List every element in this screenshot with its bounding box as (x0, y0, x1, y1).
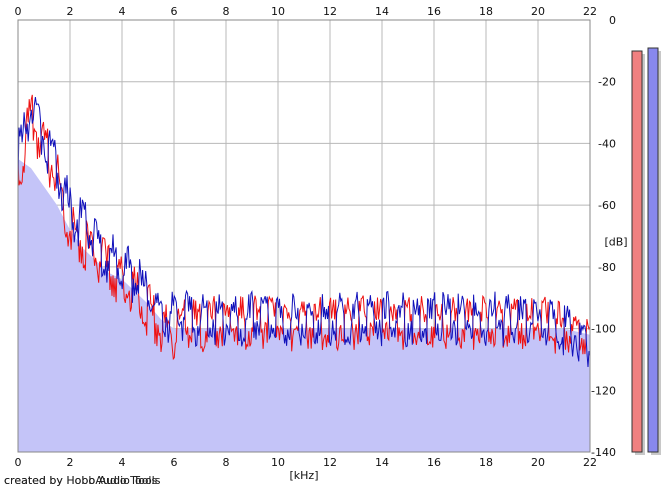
x-tick-label-top: 12 (323, 5, 337, 18)
plot-frame (17, 19, 591, 453)
x-tick-label-top: 22 (583, 5, 597, 18)
x-tick-label-bottom: 12 (323, 456, 337, 469)
x-tick-label-top: 14 (375, 5, 389, 18)
footer-credit-overlap: created by HobbAudio Tools (4, 474, 158, 487)
y-tick-label: -100 (591, 323, 616, 336)
x-tick-label-bottom: 16 (427, 456, 441, 469)
x-tick-label-bottom: 6 (171, 456, 178, 469)
y-tick-label: -120 (591, 384, 616, 397)
x-tick-label-bottom: 4 (119, 456, 126, 469)
x-tick-label-top: 6 (171, 5, 178, 18)
chart-series (17, 94, 591, 452)
x-tick-label-top: 10 (271, 5, 285, 18)
series-line-2 (17, 97, 591, 368)
footer-credit: created by Hobo Audio Tools created by H… (4, 474, 160, 487)
level-bar (647, 47, 659, 453)
tick-labels: 002244668810101212141416161818202022220-… (15, 5, 617, 469)
x-tick-label-top: 20 (531, 5, 545, 18)
y-tick-label: -80 (598, 261, 616, 274)
y-tick-label: -20 (598, 76, 616, 89)
x-tick-label-top: 8 (223, 5, 230, 18)
level-bar (631, 50, 643, 453)
y-tick-label: 0 (609, 14, 616, 27)
x-tick-label-bottom: 22 (583, 456, 597, 469)
x-tick-label-bottom: 20 (531, 456, 545, 469)
x-tick-label-bottom: 0 (15, 456, 22, 469)
series-line-1 (17, 94, 591, 361)
series-fill-area (18, 158, 590, 452)
footer-credit-text: created by Hobo Audio Tools (4, 474, 161, 487)
x-tick-label-bottom: 2 (67, 456, 74, 469)
x-axis-label: [kHz] (290, 469, 319, 482)
x-tick-label-bottom: 18 (479, 456, 493, 469)
x-tick-label-bottom: 14 (375, 456, 389, 469)
x-tick-label-top: 0 (15, 5, 22, 18)
y-tick-label: -140 (591, 446, 616, 459)
y-tick-label: -40 (598, 137, 616, 150)
x-tick-label-bottom: 8 (223, 456, 230, 469)
x-tick-label-top: 2 (67, 5, 74, 18)
y-axis-label: [dB] (604, 235, 627, 248)
level-meters (631, 47, 661, 455)
x-tick-label-top: 16 (427, 5, 441, 18)
y-tick-label: -60 (598, 199, 616, 212)
x-tick-label-top: 18 (479, 5, 493, 18)
x-tick-label-bottom: 10 (271, 456, 285, 469)
x-tick-label-top: 4 (119, 5, 126, 18)
